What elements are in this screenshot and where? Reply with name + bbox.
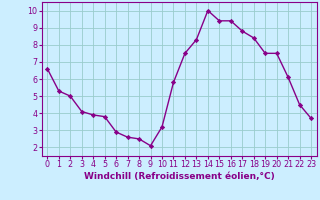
X-axis label: Windchill (Refroidissement éolien,°C): Windchill (Refroidissement éolien,°C): [84, 172, 275, 181]
